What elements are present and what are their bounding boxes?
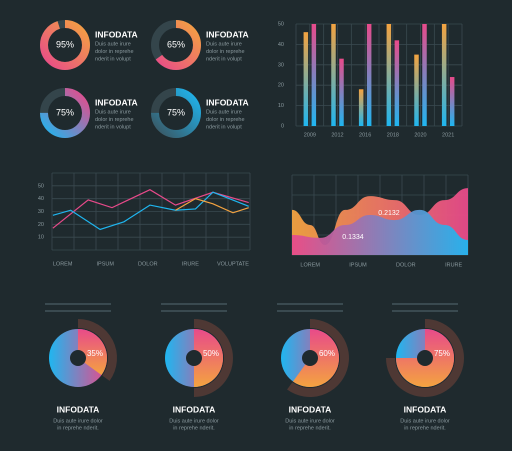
card-title: INFODATA: [95, 97, 138, 107]
x-tick-label: IRURE: [182, 261, 199, 267]
x-tick-label: DOLOR: [396, 262, 416, 268]
x-tick-label: DOLOR: [138, 261, 158, 267]
card-title: INFODATA: [404, 404, 447, 414]
card-text: nderit in volupt: [206, 124, 242, 130]
bar: [394, 40, 400, 126]
bar: [366, 24, 372, 126]
card-text: Duis aute irure dolor: [169, 418, 219, 424]
line: [52, 189, 249, 229]
pie-hole: [302, 350, 318, 366]
card-text: in reprehe nderit.: [173, 425, 215, 431]
bar: [422, 24, 427, 126]
x-tick-label: 2018: [387, 132, 399, 138]
x-tick-label: 2012: [331, 132, 343, 138]
card-text: Duis aute irure: [206, 109, 242, 115]
pie-slice: [194, 329, 223, 387]
y-tick-label: 40: [38, 196, 44, 202]
pie-value: 35%: [87, 349, 103, 358]
ring-arc: [151, 88, 201, 138]
area: [292, 209, 468, 255]
x-tick-label: IPSUM: [349, 262, 367, 268]
card-text: nderit in volupt: [95, 124, 131, 130]
annotation: 0.1334: [342, 234, 364, 241]
card-text: dolor in reprehe: [95, 49, 134, 55]
x-tick-label: VOLUPTATE: [217, 261, 249, 267]
bar: [414, 54, 419, 126]
ring-arc: [40, 88, 90, 138]
ring-value: 75%: [56, 107, 74, 117]
y-tick-label: 30: [38, 209, 44, 215]
x-tick-label: 2021: [442, 132, 454, 138]
ring-arc: [40, 20, 90, 70]
x-tick-label: IPSUM: [97, 261, 115, 267]
pie-outer-arc: [287, 319, 350, 397]
card-text: Duis aute irure: [95, 109, 131, 115]
y-tick-label: 10: [278, 103, 284, 109]
card-text: nderit in volupt: [95, 56, 131, 62]
y-tick-label: 20: [278, 83, 284, 89]
y-tick-label: 20: [38, 222, 44, 228]
card-text: Duis aute irure dolor: [285, 418, 335, 424]
card-title: INFODATA: [206, 29, 249, 39]
card-text: in reprehe nderit.: [57, 425, 99, 431]
card-title: INFODATA: [57, 404, 100, 414]
card-text: dolor in reprehe: [206, 49, 245, 55]
ring-value: 95%: [56, 39, 74, 49]
pie-slice: [78, 329, 108, 376]
card-text: Duis aute irure: [206, 41, 242, 47]
card-text: dolor in reprehe: [95, 117, 134, 123]
bar: [303, 32, 309, 126]
pie-value: 50%: [203, 349, 219, 358]
pie-value: 75%: [434, 349, 450, 358]
card-text: Duis aute irure dolor: [400, 418, 450, 424]
ring-value: 65%: [167, 39, 185, 49]
x-tick-label: LOREM: [300, 262, 320, 268]
y-tick-label: 40: [278, 42, 284, 48]
card-title: INFODATA: [173, 404, 216, 414]
card-text: Duis aute irure dolor: [53, 418, 103, 424]
y-tick-label: 50: [278, 21, 284, 27]
y-tick-label: 50: [38, 183, 44, 189]
bar: [449, 77, 455, 126]
pie-hole: [70, 350, 86, 366]
x-tick-label: 2020: [414, 132, 426, 138]
card-title: INFODATA: [95, 29, 138, 39]
pie-hole: [186, 350, 202, 366]
y-tick-label: 0: [281, 123, 284, 129]
bar: [441, 24, 447, 126]
ring-value: 75%: [167, 107, 185, 117]
card-text: dolor in reprehe: [206, 117, 245, 123]
bar: [386, 24, 392, 126]
line: [175, 198, 249, 214]
line: [52, 191, 249, 231]
x-tick-label: IRURE: [445, 262, 462, 268]
bar: [339, 58, 344, 126]
x-tick-label: 2016: [359, 132, 371, 138]
x-tick-label: 2009: [304, 132, 316, 138]
card-text: in reprehe nderit.: [289, 425, 331, 431]
card-text: nderit in volupt: [206, 56, 242, 62]
ring-arc: [151, 20, 201, 70]
card-title: INFODATA: [206, 97, 249, 107]
pie-outer-arc: [194, 319, 233, 397]
card-title: INFODATA: [289, 404, 332, 414]
card-text: Duis aute irure: [95, 41, 131, 47]
bar: [311, 24, 317, 126]
pie-outer-arc: [78, 319, 117, 381]
pie-hole: [417, 350, 433, 366]
bar: [358, 89, 364, 126]
y-tick-label: 10: [38, 235, 44, 241]
pie-value: 60%: [319, 349, 335, 358]
bar: [331, 24, 336, 126]
annotation: 0.2132: [378, 210, 400, 217]
x-tick-label: LOREM: [53, 261, 73, 267]
card-text: in reprehe nderit.: [404, 425, 446, 431]
y-tick-label: 30: [278, 62, 284, 68]
